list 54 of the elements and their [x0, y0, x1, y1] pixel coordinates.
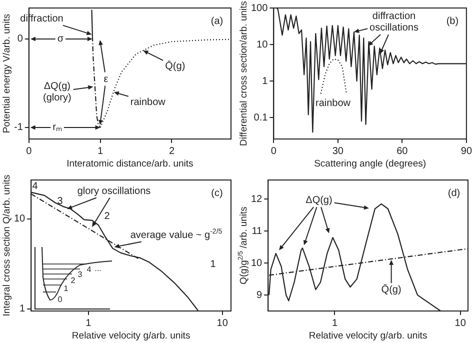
- x-tick-label: 60: [396, 146, 408, 157]
- y-axis-title: Integral cross section Q/arb. units: [2, 174, 13, 316]
- annotation: (c): [211, 187, 223, 198]
- annotation: 2: [104, 210, 110, 222]
- annotation: 1: [64, 284, 69, 293]
- y-tick-label: 9: [256, 289, 263, 300]
- y-tick-label: 100: [250, 2, 268, 14]
- annotation: glory oscillations: [77, 185, 151, 196]
- annotation: (a): [210, 16, 224, 27]
- y-axis-title: Differential cross section/arb. units: [238, 0, 250, 146]
- annotation: (d): [448, 187, 460, 198]
- annotation: 3: [57, 195, 64, 206]
- x-axis-title: Relative velocity g/arb. units: [308, 330, 428, 342]
- annotation: ...: [94, 264, 102, 273]
- x-tick-label: 2: [168, 146, 175, 157]
- annotation: (b): [446, 16, 459, 27]
- annotation: rₘ: [52, 122, 62, 134]
- annotation: ε: [104, 74, 109, 85]
- annotation: 1: [210, 258, 216, 270]
- y-tick-label: 0: [17, 34, 24, 45]
- annotation: 2: [70, 276, 76, 285]
- annotation: Q̄(g): [165, 60, 186, 72]
- x-tick-label: 10: [216, 317, 228, 328]
- y-tick-label: 12: [251, 193, 263, 204]
- x-tick-label: 1: [332, 317, 338, 328]
- y-tick-label: 10: [251, 257, 263, 268]
- annotation: diffraction oscillations: [370, 11, 418, 34]
- y-tick-label: 10: [256, 39, 268, 50]
- y-axis-title: Potential energy V/arb. units: [2, 14, 13, 134]
- x-axis-title: Interatomic distance/arb. units: [66, 158, 194, 170]
- x-tick-label: 0: [270, 146, 277, 157]
- annotation: rainbow: [130, 96, 166, 108]
- annotation: ΔQ(g): [306, 194, 332, 206]
- y-tick-label: 1: [262, 76, 268, 87]
- x-axis-title: Scattering angle (degrees): [314, 158, 426, 170]
- x-axis-title: Relative velocity g/arb. units: [72, 330, 190, 342]
- x-tick-label: 30: [332, 146, 344, 157]
- annotation: 4: [32, 180, 38, 192]
- y-tick-label: -1: [14, 122, 24, 134]
- x-tick-label: 90: [460, 146, 472, 157]
- annotation: 0: [58, 294, 63, 304]
- x-tick-label: 1: [86, 317, 92, 328]
- annotation: σ: [57, 34, 64, 45]
- y-tick-label: 1: [20, 303, 26, 314]
- y-tick-label: 11: [252, 225, 263, 236]
- annotation: ΔQ(g) (glory): [43, 80, 72, 104]
- annotation: Q̄(g): [381, 284, 402, 296]
- annotation: 4: [86, 264, 92, 274]
- x-tick-label: 1: [98, 146, 104, 157]
- annotation: 3: [78, 270, 83, 279]
- y-tick-label: 10: [14, 213, 26, 224]
- y-tick-label: 0.1: [254, 112, 268, 124]
- annotation: rainbow: [315, 98, 352, 109]
- x-tick-label: 10: [454, 317, 466, 328]
